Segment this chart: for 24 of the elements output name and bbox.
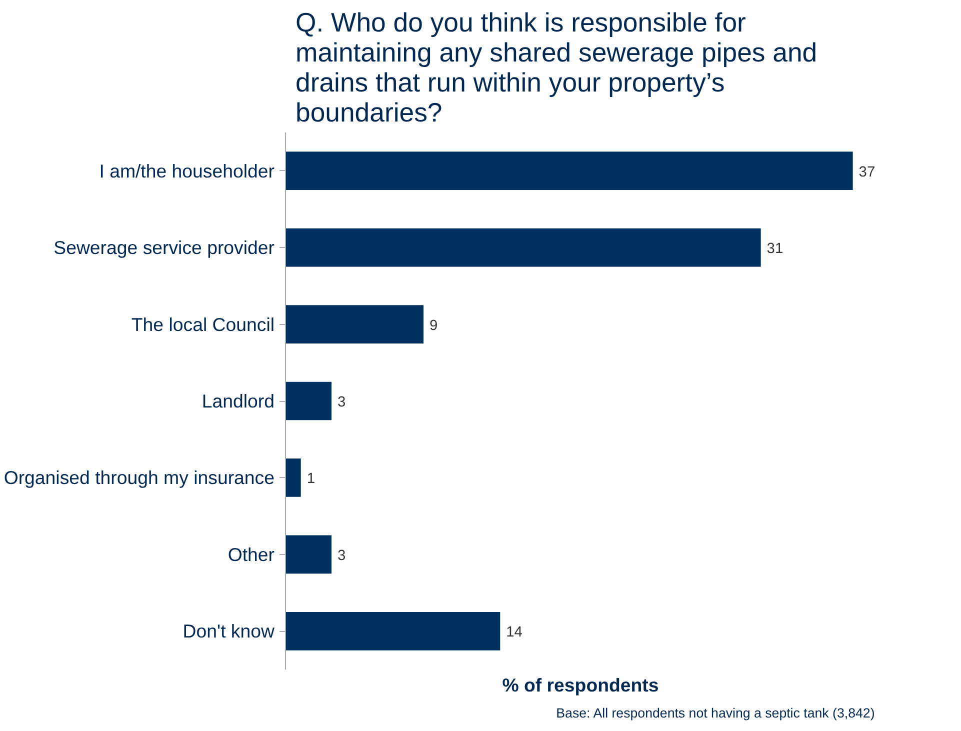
y-tick-label: The local Council bbox=[131, 314, 275, 335]
data-label: 31 bbox=[766, 241, 784, 258]
y-tick-label: Sewerage service provider bbox=[54, 237, 275, 258]
bar bbox=[286, 152, 853, 190]
y-tick-label: Landlord bbox=[202, 390, 275, 412]
bar bbox=[286, 535, 332, 574]
bar bbox=[286, 305, 424, 344]
y-tick-label: Other bbox=[228, 544, 275, 565]
text: Base: All respondents not having a septic tank (3,842) bbox=[556, 706, 875, 720]
y-tick-label: Don't know bbox=[182, 620, 276, 642]
data-label: 14 bbox=[506, 624, 522, 641]
bar bbox=[286, 228, 761, 267]
bar bbox=[286, 612, 500, 650]
bar bbox=[286, 382, 332, 420]
data-label: 3 bbox=[338, 548, 346, 564]
data-label: 9 bbox=[429, 318, 438, 334]
data-label: 37 bbox=[858, 164, 876, 180]
chart-title: Q. Who do you think is responsible for maintaining any shared sewerage pipes and drains that run within your property’s boundaries? bbox=[296, 8, 818, 128]
x-axis-title: % of respondents bbox=[502, 674, 659, 696]
data-label: 3 bbox=[338, 394, 346, 410]
y-tick-label: Organised through my insurance bbox=[4, 467, 275, 488]
data-label: 1 bbox=[306, 471, 315, 488]
bar bbox=[286, 458, 301, 497]
y-tick-label: I am/the householder bbox=[99, 160, 275, 182]
